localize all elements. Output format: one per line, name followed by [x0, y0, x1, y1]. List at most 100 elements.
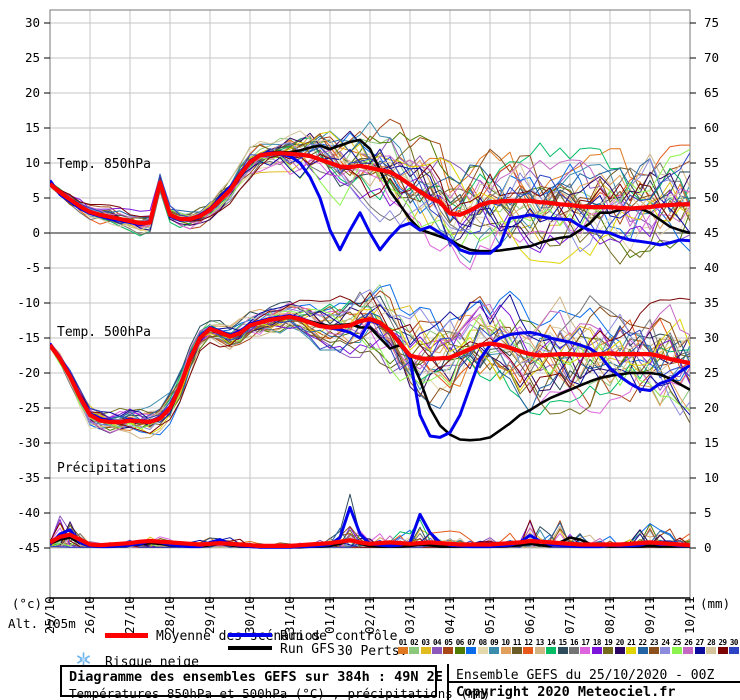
footer-divider-horizontal [447, 681, 740, 683]
pert-number: 08 [478, 638, 488, 647]
pert-number: 06 [455, 638, 465, 647]
pert-number: 13 [535, 638, 545, 647]
member-line [50, 306, 690, 427]
left-axis-tick-label: -40 [17, 505, 40, 520]
pert-number: 16 [570, 638, 579, 647]
pert-number: 22 [638, 638, 648, 647]
pert-swatch: 05 [443, 638, 454, 654]
panel-label: Temp. 850hPa [57, 157, 151, 172]
pert-swatch: 24 [660, 638, 671, 654]
date-tick-label: 25/10 [42, 596, 57, 634]
left-axis-tick-label: 10 [25, 155, 40, 170]
pert-swatch: 23 [648, 638, 659, 654]
left-axis-tick-label: 30 [25, 15, 40, 30]
pert-number: 04 [432, 638, 442, 647]
pert-swatch: 04 [431, 638, 442, 654]
right-axis-tick-label: 10 [704, 470, 719, 485]
pert-color [534, 647, 545, 654]
pert-number: 15 [558, 638, 568, 647]
pert-swatch: 27 [694, 638, 705, 654]
date-tick-label: 08/11 [602, 596, 617, 634]
pert-color [443, 647, 454, 654]
pert-number: 27 [695, 638, 705, 647]
pert-number: 03 [421, 638, 431, 647]
pert-color [523, 647, 534, 654]
date-tick-label: 30/10 [242, 596, 257, 634]
member-line [50, 284, 690, 436]
left-axis-tick-label: 20 [25, 85, 40, 100]
right-axis-tick-label: 50 [704, 190, 719, 205]
pert-swatch: 22 [637, 638, 648, 654]
date-tick-label: 04/11 [442, 596, 457, 634]
right-axis-tick-label: 30 [704, 330, 719, 345]
left-axis-tick-label: -45 [17, 540, 40, 555]
pert-swatch: 06 [454, 638, 465, 654]
mean-line [50, 532, 690, 549]
right-axis-tick-label: 65 [704, 85, 719, 100]
pert-number: 30 [729, 638, 739, 647]
pert-color [420, 647, 431, 654]
pert-color [477, 647, 488, 654]
pert-number: 28 [707, 638, 716, 647]
pert-swatch: 11 [511, 638, 522, 654]
pert-swatch: 20 [614, 638, 625, 654]
chart-title-box: Diagramme des ensembles GEFS sur 384h : … [60, 665, 490, 700]
pert-color [694, 647, 705, 654]
mean-line [50, 314, 690, 425]
chart-title: Diagramme des ensembles GEFS sur 384h : … [69, 669, 443, 685]
date-tick-label: 01/11 [322, 596, 337, 634]
panel-label: Précipitations [57, 461, 167, 476]
curves [50, 118, 690, 549]
pert-swatch: 01 [397, 638, 408, 654]
date-tick-label: 10/11 [682, 596, 697, 634]
legend-mean-swatch [105, 633, 148, 638]
left-axis-tick-label: -35 [17, 470, 40, 485]
pert-number: 24 [661, 638, 670, 647]
pert-swatch: 09 [488, 638, 500, 654]
pert-number: 19 [604, 638, 613, 647]
pert-color [648, 647, 659, 654]
legend-control-label: Run de contrôle [280, 629, 398, 644]
pert-color [580, 647, 591, 654]
right-axis-tick-label: 60 [704, 120, 719, 135]
pert-color [626, 647, 637, 654]
pert-swatch: 14 [545, 638, 557, 654]
date-tick-label: 28/10 [162, 596, 177, 634]
left-axis-tick-label: -25 [17, 400, 40, 415]
left-axis-tick-label: 15 [25, 120, 40, 135]
right-axis-tick-label: 40 [704, 260, 719, 275]
pert-color [397, 647, 408, 654]
pert-swatch: 30 [728, 638, 739, 654]
member-line [50, 291, 690, 434]
member-line [50, 319, 690, 430]
right-axis-tick-label: 20 [704, 400, 719, 415]
pert-swatch: 25 [671, 638, 682, 654]
right-axis-tick-label: 15 [704, 435, 719, 450]
member-line [50, 155, 690, 236]
mean-line [50, 151, 690, 226]
date-tick-label: 02/11 [362, 596, 377, 634]
pert-swatch: 19 [603, 638, 614, 654]
pert-swatch: 07 [466, 638, 477, 654]
date-tick-label: 26/10 [82, 596, 97, 634]
date-tick-label: 03/11 [402, 596, 417, 634]
pert-number: 21 [627, 638, 636, 647]
pert-swatch: 13 [534, 638, 545, 654]
pert-color [614, 647, 625, 654]
date-tick-label: 29/10 [202, 596, 217, 634]
pert-color [717, 647, 728, 654]
pert-number: 12 [524, 638, 533, 647]
left-axis-tick-label: 5 [32, 190, 40, 205]
pert-swatch: 29 [717, 638, 728, 654]
pert-swatch: 03 [420, 638, 431, 654]
date-tick-label: 09/11 [642, 596, 657, 634]
right-axis-tick-label: 45 [704, 225, 719, 240]
date-tick-label: 05/11 [482, 596, 497, 634]
left-axis-tick-label: -10 [17, 295, 40, 310]
pert-color [603, 647, 614, 654]
date-tick-label: 07/11 [562, 596, 577, 634]
pert-swatch: 08 [477, 638, 488, 654]
pert-color [728, 647, 739, 654]
